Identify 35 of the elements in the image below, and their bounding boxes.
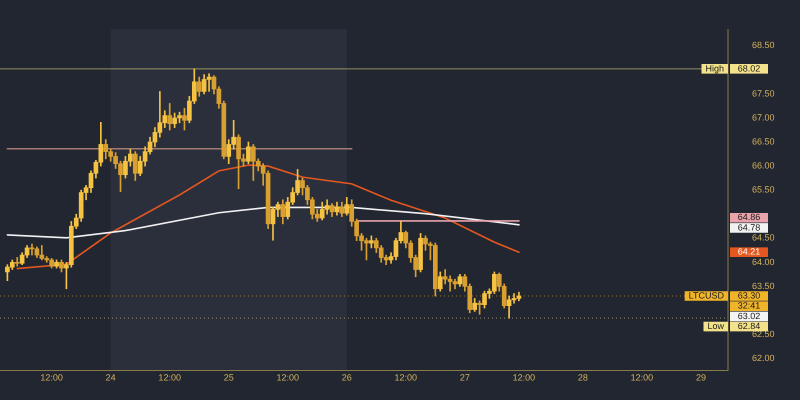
y-tick-label: 64.00 [752,256,775,267]
x-tick-label: 27 [460,372,470,382]
text: 64.86 [738,212,760,222]
y-tick-label: 66.50 [752,136,775,146]
y-tick-label: 66.00 [752,160,775,171]
x-tick-label: 12:00 [40,372,63,382]
x-tick-label: 12:00 [394,372,418,382]
x-tick-label: 28 [578,372,588,382]
x-tick-label: 12:00 [276,372,300,382]
text: 63.30 [738,290,760,300]
x-tick-label: 29 [696,372,706,382]
y-tick-label: 62.00 [752,353,775,364]
text: 68.02 [738,63,760,74]
x-tick-label: 12:00 [630,372,654,382]
candlestick [182,108,187,130]
x-tick-label: 12:00 [512,372,536,382]
x-tick-label: 26 [342,372,352,382]
text: 64.21 [738,246,760,257]
y-tick-label: 62.50 [752,328,775,339]
y-tick-label: 67.50 [752,88,775,98]
text: 64.78 [738,222,760,232]
text: 32:41 [738,300,760,311]
legend-label: Low [707,321,724,332]
ref-line-label: High [705,63,724,74]
ref-line-label: LTCUSD [688,290,724,300]
text: 63.02 [738,310,760,321]
y-tick-label: 64.50 [752,232,775,243]
y-tick-label: 63.50 [752,280,775,291]
y-tick-label: 67.00 [752,112,775,122]
y-tick-label: 68.50 [752,40,775,50]
y-tick-label: 65.50 [752,184,775,195]
x-tick-label: 24 [106,372,116,382]
x-tick-label: 25 [224,372,234,382]
x-tick-label: 12:00 [158,372,181,382]
text: 62.84 [738,321,760,332]
